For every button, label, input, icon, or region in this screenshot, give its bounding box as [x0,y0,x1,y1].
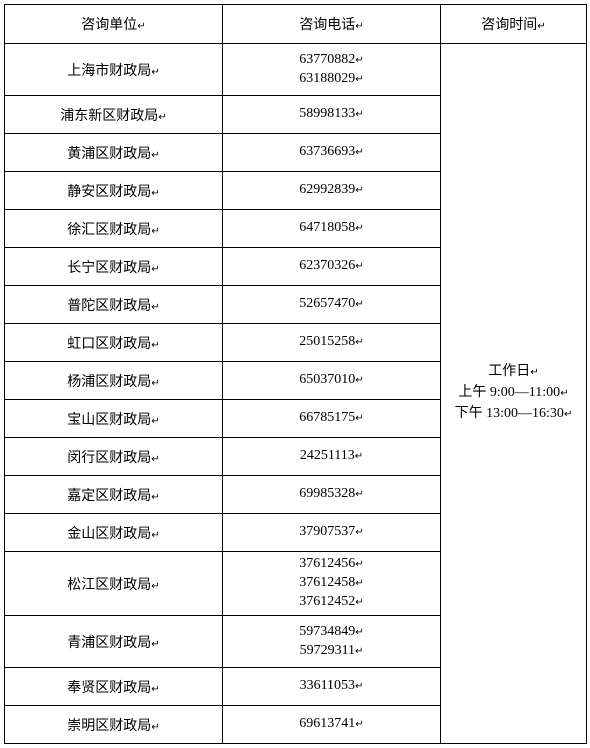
crlf-marker: ↵ [151,492,159,503]
cell-unit: 长宁区财政局↵ [5,248,223,286]
cell-time: 工作日↵上午 9:00—11:00↵下午 13:00—16:30↵ [441,44,587,744]
crlf-marker: ↵ [355,578,363,589]
cell-phone: 37612456↵37612458↵37612452↵ [223,552,441,616]
cell-phone: 69613741↵ [223,706,441,744]
crlf-marker: ↵ [151,226,159,237]
crlf-marker: ↵ [355,597,363,608]
cell-unit: 奉贤区财政局↵ [5,668,223,706]
crlf-marker: ↵ [151,581,159,592]
cell-unit: 宝山区财政局↵ [5,400,223,438]
crlf-marker: ↵ [530,367,538,378]
cell-phone: 58998133↵ [223,96,441,134]
cell-phone: 59734849↵59729311↵ [223,616,441,668]
cell-phone: 69985328↵ [223,476,441,514]
crlf-marker: ↵ [151,416,159,427]
crlf-marker: ↵ [537,21,545,32]
crlf-marker: ↵ [355,337,363,348]
cell-unit: 松江区财政局↵ [5,552,223,616]
cell-phone: 62992839↵ [223,172,441,210]
cell-unit: 金山区财政局↵ [5,514,223,552]
header-time: 咨询时间↵ [441,5,587,44]
cell-unit: 崇明区财政局↵ [5,706,223,744]
cell-unit: 杨浦区财政局↵ [5,362,223,400]
crlf-marker: ↵ [355,413,363,424]
cell-phone: 63770882↵63188029↵ [223,44,441,96]
crlf-marker: ↵ [355,55,363,66]
cell-unit: 普陀区财政局↵ [5,286,223,324]
cell-phone: 64718058↵ [223,210,441,248]
crlf-marker: ↵ [355,627,363,638]
crlf-marker: ↵ [355,375,363,386]
cell-phone: 33611053↵ [223,668,441,706]
table-row: 上海市财政局↵63770882↵63188029↵工作日↵上午 9:00—11:… [5,44,587,96]
cell-phone: 65037010↵ [223,362,441,400]
crlf-marker: ↵ [355,681,363,692]
table-header-row: 咨询单位↵ 咨询电话↵ 咨询时间↵ [5,5,587,44]
crlf-marker: ↵ [355,451,363,462]
crlf-marker: ↵ [151,684,159,695]
crlf-marker: ↵ [151,530,159,541]
crlf-marker: ↵ [355,646,363,657]
crlf-marker: ↵ [151,454,159,465]
crlf-marker: ↵ [151,378,159,389]
crlf-marker: ↵ [151,67,159,78]
crlf-marker: ↵ [355,74,363,85]
cell-unit: 闵行区财政局↵ [5,438,223,476]
cell-unit: 黄浦区财政局↵ [5,134,223,172]
cell-phone: 37907537↵ [223,514,441,552]
cell-phone: 66785175↵ [223,400,441,438]
cell-phone: 25015258↵ [223,324,441,362]
cell-phone: 52657470↵ [223,286,441,324]
cell-phone: 63736693↵ [223,134,441,172]
cell-unit: 静安区财政局↵ [5,172,223,210]
crlf-marker: ↵ [355,185,363,196]
crlf-marker: ↵ [355,489,363,500]
crlf-marker: ↵ [355,21,363,32]
crlf-marker: ↵ [355,719,363,730]
crlf-marker: ↵ [355,147,363,158]
header-unit: 咨询单位↵ [5,5,223,44]
crlf-marker: ↵ [564,409,572,420]
cell-unit: 青浦区财政局↵ [5,616,223,668]
consultation-table: 咨询单位↵ 咨询电话↵ 咨询时间↵ 上海市财政局↵63770882↵631880… [4,4,587,744]
cell-unit: 嘉定区财政局↵ [5,476,223,514]
crlf-marker: ↵ [355,223,363,234]
crlf-marker: ↵ [158,112,166,123]
crlf-marker: ↵ [151,264,159,275]
crlf-marker: ↵ [151,639,159,650]
crlf-marker: ↵ [151,722,159,733]
crlf-marker: ↵ [355,527,363,538]
cell-phone: 24251113↵ [223,438,441,476]
table-body: 上海市财政局↵63770882↵63188029↵工作日↵上午 9:00—11:… [5,44,587,744]
crlf-marker: ↵ [355,299,363,310]
cell-unit: 上海市财政局↵ [5,44,223,96]
cell-phone: 62370326↵ [223,248,441,286]
cell-unit: 浦东新区财政局↵ [5,96,223,134]
crlf-marker: ↵ [151,150,159,161]
cell-unit: 徐汇区财政局↵ [5,210,223,248]
crlf-marker: ↵ [355,109,363,120]
crlf-marker: ↵ [355,261,363,272]
crlf-marker: ↵ [151,340,159,351]
crlf-marker: ↵ [151,302,159,313]
crlf-marker: ↵ [137,21,145,32]
crlf-marker: ↵ [151,188,159,199]
header-phone: 咨询电话↵ [223,5,441,44]
cell-unit: 虹口区财政局↵ [5,324,223,362]
crlf-marker: ↵ [560,388,568,399]
crlf-marker: ↵ [355,559,363,570]
